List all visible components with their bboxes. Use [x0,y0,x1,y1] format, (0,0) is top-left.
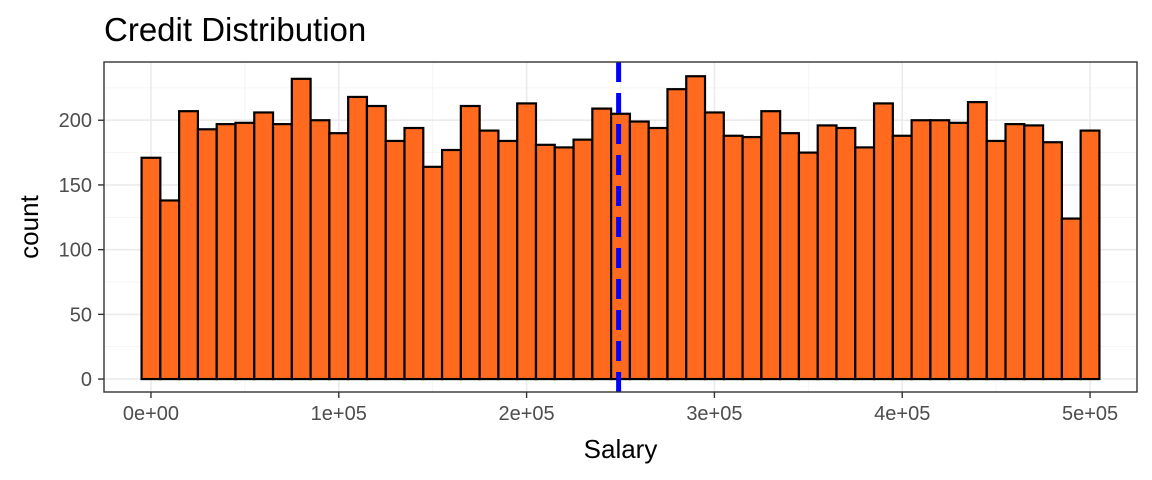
histogram-bar [290,77,312,381]
histogram-bar [271,123,293,381]
histogram-bar [948,121,970,381]
histogram-bar [328,132,350,381]
histogram-bar [347,95,369,381]
histogram-bar [1041,141,1063,381]
x-tick-label: 1e+05 [311,403,367,425]
histogram-bar [910,119,932,381]
histogram-bar [985,139,1007,381]
histogram-bar [1023,124,1045,381]
y-tick-label: 100 [59,240,92,262]
histogram-bar [1004,123,1026,381]
histogram-bar [459,104,481,381]
x-tick-label: 3e+05 [686,403,742,425]
histogram-bar [478,129,500,381]
histogram-bar [1079,129,1101,381]
histogram-bar [854,146,876,381]
plot-panel [103,61,1138,393]
y-tick-label: 0 [81,369,92,391]
histogram-bar [553,146,575,381]
histogram-bar [685,75,707,381]
histogram-bar [872,102,894,381]
histogram-bar [741,135,763,381]
histogram-bar [610,112,631,381]
x-axis-title: Salary [584,434,658,464]
x-tick-label: 4e+05 [874,403,930,425]
histogram-bar [309,119,331,381]
histogram-bar [384,139,406,381]
histogram-bar [572,138,594,381]
histogram-bar [891,134,913,381]
y-axis: 0 50 100 150 200 [59,110,104,391]
histogram-bar [703,111,725,381]
histogram-bar [591,107,613,381]
histogram-bar [647,126,669,381]
y-tick-label: 150 [59,175,92,197]
chart-title: Credit Distribution [104,11,366,48]
histogram-bar [722,134,744,381]
histogram-bar [929,119,951,381]
x-tick-label: 2e+05 [499,403,555,425]
histogram-bar [779,132,801,381]
histogram-bar [534,143,556,381]
histogram-bar [666,88,688,381]
histogram-bar [140,156,162,381]
x-axis: 0e+00 1e+05 2e+05 3e+05 4e+05 5e+05 [123,392,1118,425]
histogram-bar [253,111,275,381]
histogram-bar [497,139,519,381]
y-tick-label: 200 [59,110,92,132]
panel-border [103,61,1138,393]
histogram-bar [628,120,650,381]
histogram-bar [403,126,425,381]
histogram-bar [440,148,462,381]
x-tick-label: 0e+00 [123,403,179,425]
histogram-bar [816,124,838,381]
histogram-bar [215,123,237,381]
histogram-bar [178,110,200,381]
histogram-bars [140,75,1101,381]
histogram-bar [797,151,819,381]
x-tick-label: 5e+05 [1062,403,1118,425]
histogram-bar [159,199,181,381]
histogram-bar [516,102,538,381]
y-tick-label: 50 [70,304,92,326]
histogram-bar [365,104,387,381]
histogram-bar [835,126,857,381]
histogram-bar [196,128,218,381]
histogram-bar [760,110,782,381]
y-axis-title: count [14,194,44,258]
histogram-bar [422,165,444,381]
histogram-bar [234,121,256,381]
histogram-bar [966,101,988,381]
histogram-bar [1060,217,1082,381]
